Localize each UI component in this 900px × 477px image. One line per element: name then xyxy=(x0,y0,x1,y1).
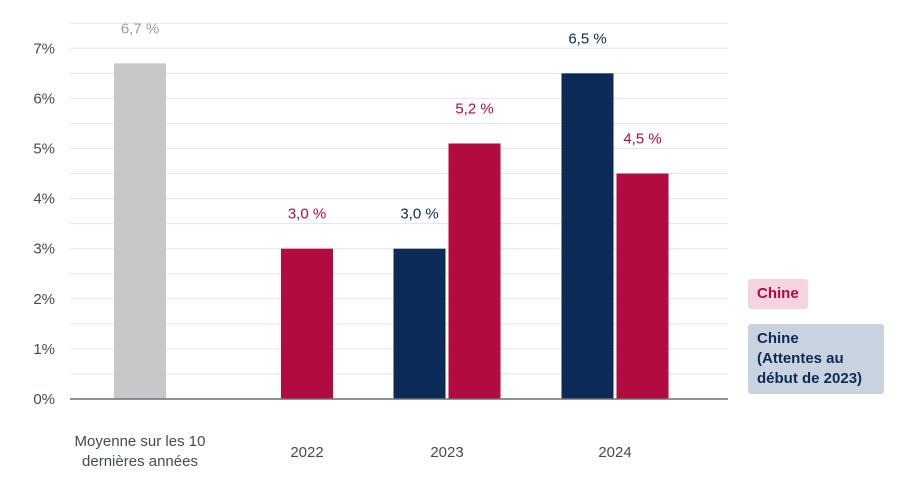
x-category-label: 2022 xyxy=(290,444,323,461)
bar xyxy=(393,248,446,399)
y-tick-label: 0% xyxy=(33,391,55,408)
bar xyxy=(281,248,333,399)
x-category-label: Moyenne sur les 10 dernières années xyxy=(75,433,206,470)
bar xyxy=(448,143,501,399)
legend-label-china-expectations: Chine (Attentes au début de 2023) xyxy=(757,330,863,387)
bar xyxy=(616,173,669,399)
data-label: 4,5 % xyxy=(623,131,661,148)
bar xyxy=(561,73,614,399)
data-label: 6,7 % xyxy=(121,20,159,37)
y-tick-label: 7% xyxy=(33,40,55,57)
data-label: 3,0 % xyxy=(400,206,438,223)
y-tick-label: 1% xyxy=(33,341,55,358)
data-label: 5,2 % xyxy=(455,100,493,117)
y-tick-label: 4% xyxy=(33,191,55,208)
y-tick-label: 3% xyxy=(33,241,55,258)
bar xyxy=(114,63,166,400)
data-label: 6,5 % xyxy=(568,30,606,47)
x-category-label: 2023 xyxy=(430,444,463,461)
legend-item-china-expectations: Chine (Attentes au début de 2023) xyxy=(748,324,884,394)
data-label: 3,0 % xyxy=(288,206,326,223)
y-tick-label: 6% xyxy=(33,90,55,107)
y-tick-label: 2% xyxy=(33,291,55,308)
x-category-label: 2024 xyxy=(598,444,631,461)
legend-item-china: Chine xyxy=(748,279,808,309)
y-tick-label: 5% xyxy=(33,141,55,158)
legend-label-china: Chine xyxy=(757,285,799,302)
